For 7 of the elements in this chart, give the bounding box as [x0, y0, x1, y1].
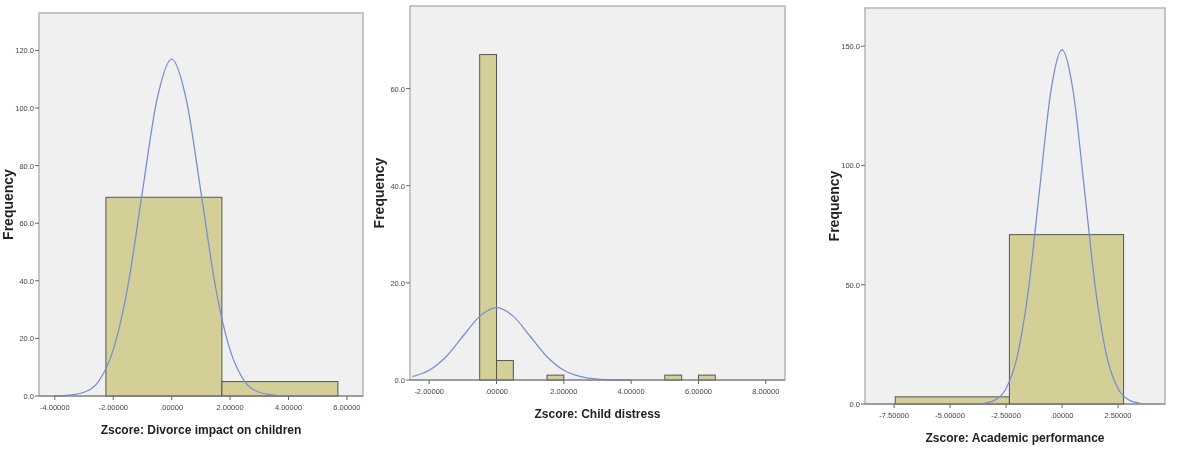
y-axis-title: Frequency — [826, 170, 842, 242]
y-axis-title: Frequency — [371, 157, 387, 229]
y-axis-title: Frequency — [0, 168, 16, 240]
x-axis-title: Zscore: Divorce impact on children — [100, 423, 302, 437]
line-series — [983, 49, 1142, 404]
x-axis-title: Zscore: Child distress — [534, 407, 661, 421]
x-axis-title: Zscore: Academic performance — [925, 431, 1105, 445]
